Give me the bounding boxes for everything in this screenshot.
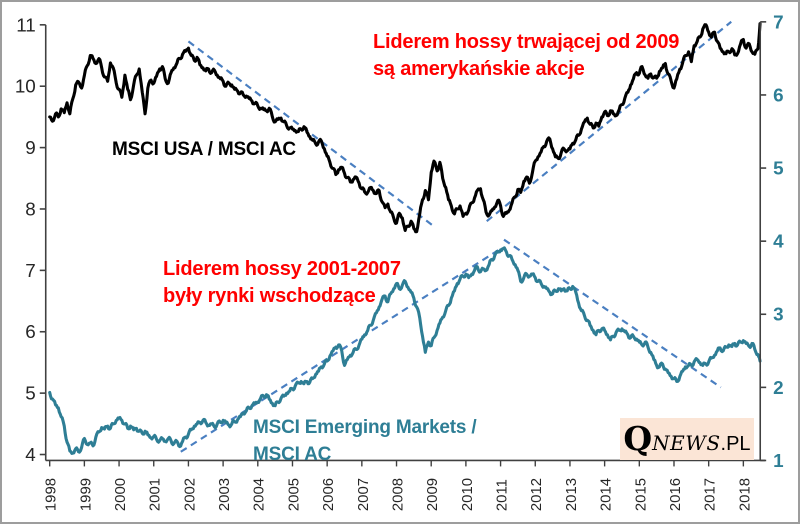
left-axis-tick-label: 5: [25, 383, 35, 404]
annotation-hossa-2001-line1: Liderem hossy 2001-2007: [163, 258, 401, 280]
x-axis-year-label: 2016: [668, 478, 684, 511]
x-axis-year-label: 1998: [44, 478, 60, 511]
x-axis-year-label: 2000: [113, 478, 129, 511]
qnews-logo: Q NEWS .PL: [620, 418, 754, 460]
trendline-1: [187, 40, 434, 227]
annotation-hossa-2001-line2: były rynki wschodzące: [163, 285, 376, 307]
series-label-usa-text: MSCI USA / MSCI AC: [112, 139, 296, 160]
annotation-hossa-2009-line2: są amerykańskie akcje: [373, 58, 585, 80]
left-axis-tick-label: 4: [25, 444, 35, 465]
right-axis-tick-label: 2: [773, 377, 783, 398]
series-line-usa: [48, 22, 762, 234]
left-axis-tick-label: 8: [25, 198, 35, 219]
left-axis-tick-label: 10: [15, 76, 36, 97]
x-axis-year-label: 2010: [460, 478, 476, 511]
left-axis-tick-label: 7: [25, 260, 35, 281]
left-axis-tick-label: 11: [16, 14, 36, 35]
x-axis-year-label: 2009: [425, 478, 441, 511]
right-axis-tick-label: 6: [773, 84, 783, 105]
series-label-emerging-line2: MSCI AC: [253, 444, 332, 465]
x-axis-year-label: 1999: [78, 478, 94, 511]
x-axis-year-label: 2017: [703, 478, 719, 511]
x-axis-year-label: 2003: [217, 478, 233, 511]
x-axis-year-label: 2004: [252, 478, 268, 511]
x-axis-year-label: 2001: [148, 478, 164, 511]
x-axis-year-label: 2006: [321, 478, 337, 511]
left-axis-tick-label: 6: [25, 321, 35, 342]
left-axis-tick-label: 9: [25, 137, 35, 158]
x-axis-year-label: 2005: [286, 478, 302, 511]
x-axis-year-label: 2015: [633, 478, 649, 511]
series-line-emerging: [48, 246, 762, 455]
x-axis-year-label: 2014: [599, 478, 615, 511]
right-axis-tick-label: 1: [773, 450, 783, 471]
right-axis-tick-label: 4: [773, 231, 784, 252]
series-label-emerging-line1: MSCI Emerging Markets /: [253, 417, 477, 438]
right-axis-tick-label: 5: [773, 158, 783, 179]
x-axis-year-label: 2012: [529, 478, 545, 511]
right-axis-tick-label: 3: [773, 304, 783, 325]
trendline-4: [503, 238, 722, 389]
series-label-emerging: MSCI Emerging Markets / MSCI AC: [253, 414, 477, 468]
x-axis-year-label: 2011: [495, 479, 511, 511]
x-axis-year-label: 2008: [390, 478, 406, 511]
qnews-logo-pl: .PL: [720, 433, 751, 455]
annotation-hossa-2009-line1: Liderem hossy trwającej od 2009: [373, 31, 680, 53]
x-axis-year-label: 2007: [356, 478, 372, 511]
qnews-logo-news: NEWS: [652, 431, 721, 455]
annotation-hossa-2009: Liderem hossy trwającej od 2009 są amery…: [373, 29, 679, 83]
right-axis-tick-label: 7: [773, 11, 783, 32]
series-label-usa: MSCI USA / MSCI AC: [112, 136, 296, 163]
x-axis-year-label: 2002: [182, 478, 198, 511]
trendline-3: [180, 248, 500, 453]
annotation-hossa-2001: Liderem hossy 2001-2007 były rynki wscho…: [163, 256, 401, 310]
x-axis-year-label: 2013: [564, 478, 580, 511]
x-axis-year-label: 2018: [737, 478, 753, 511]
qnews-logo-q: Q: [623, 419, 653, 458]
